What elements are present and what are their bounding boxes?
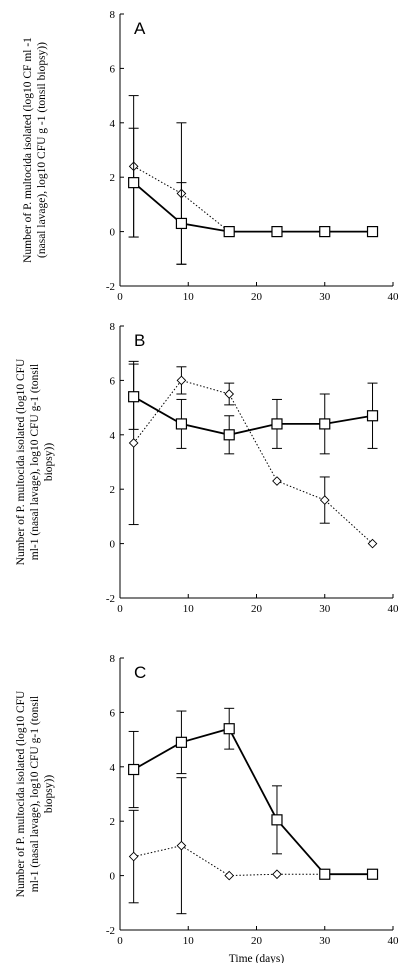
data-point-square xyxy=(319,226,331,238)
x-tick-label: 10 xyxy=(183,603,195,615)
y-tick-label: 4 xyxy=(110,430,116,442)
y-tick-label: 2 xyxy=(110,484,116,496)
y-axis-label-line: ml-1 (nasal lavage), log10 CFU g-1 (tons… xyxy=(29,364,41,560)
data-point-diamond xyxy=(128,851,139,862)
y-axis-label-line: Number of P. multocida isolated (log10 C… xyxy=(15,358,27,565)
data-point-square xyxy=(175,217,188,230)
y-axis-label-line: (nasal lavage), log10 CFU g -1 (tonsil b… xyxy=(36,42,48,258)
y-tick-label: 2 xyxy=(110,172,116,184)
y-tick-label: 6 xyxy=(110,375,116,387)
series-line xyxy=(133,165,230,232)
series-square xyxy=(128,127,379,265)
x-tick-label: 20 xyxy=(251,935,263,947)
x-tick-label: 40 xyxy=(388,291,400,303)
panel-label: A xyxy=(134,19,146,38)
x-tick-label: 30 xyxy=(319,603,331,615)
data-point-diamond xyxy=(319,495,330,505)
x-axis-label: Time (days) xyxy=(229,953,285,963)
data-point-square xyxy=(271,814,283,826)
data-point-diamond xyxy=(272,869,282,880)
data-point-square xyxy=(128,177,140,189)
x-tick-label: 30 xyxy=(319,935,331,947)
series-square xyxy=(128,707,379,880)
data-point-square xyxy=(319,868,331,880)
data-point-diamond xyxy=(224,870,235,881)
series-line xyxy=(133,845,373,877)
data-point-square xyxy=(223,226,235,238)
data-point-square xyxy=(128,763,140,776)
y-tick-label: 2 xyxy=(110,816,116,828)
x-tick-label: 20 xyxy=(251,291,263,303)
x-tick-label: 30 xyxy=(319,291,331,303)
panel-label: C xyxy=(134,663,146,682)
y-axis-label-line: biopsy)) xyxy=(43,443,55,482)
x-tick-label: 20 xyxy=(251,603,263,615)
y-axis-label-line: Number of P. multocida isolated (log10 C… xyxy=(22,37,34,263)
y-tick-label: 0 xyxy=(110,227,116,239)
y-tick-label: 6 xyxy=(110,707,116,719)
series-diamond xyxy=(128,360,378,549)
data-point-square xyxy=(271,418,283,430)
y-axis-label-line: biopsy)) xyxy=(43,775,55,814)
x-tick-label: 0 xyxy=(117,935,123,947)
data-point-square xyxy=(366,868,379,880)
x-tick-label: 40 xyxy=(388,603,400,615)
series-square xyxy=(128,363,379,455)
y-axis-label-line: ml-1 (nasal lavage), log10 CFU g-1 (tons… xyxy=(29,696,41,892)
y-tick-label: 8 xyxy=(110,653,116,665)
data-point-square xyxy=(223,429,235,441)
series-line xyxy=(133,379,373,544)
series-line xyxy=(133,181,373,233)
y-tick-label: 8 xyxy=(110,9,116,21)
x-tick-label: 0 xyxy=(117,603,123,615)
x-tick-label: 10 xyxy=(183,935,195,947)
y-tick-label: -2 xyxy=(106,281,115,293)
data-point-diamond xyxy=(176,375,187,386)
y-tick-label: 6 xyxy=(110,63,116,75)
data-point-square xyxy=(175,736,188,748)
x-tick-label: 10 xyxy=(183,291,195,303)
y-tick-label: 0 xyxy=(110,539,116,551)
data-point-square xyxy=(223,723,235,735)
data-point-square xyxy=(366,410,379,422)
data-point-diamond xyxy=(224,389,235,399)
y-tick-label: -2 xyxy=(106,925,115,937)
data-point-square xyxy=(319,418,331,430)
x-tick-label: 40 xyxy=(388,935,400,947)
series-diamond xyxy=(128,777,378,915)
data-point-diamond xyxy=(176,840,187,851)
data-point-square xyxy=(366,226,379,238)
data-point-diamond xyxy=(367,538,378,549)
panel-label: B xyxy=(134,331,145,350)
y-axis-label-line: Number of P. multocida isolated (log10 C… xyxy=(15,690,27,897)
series-line xyxy=(133,395,373,436)
y-tick-label: 4 xyxy=(110,762,116,774)
y-tick-label: 0 xyxy=(110,871,116,883)
data-point-square xyxy=(271,226,283,238)
series-line xyxy=(133,727,373,876)
y-tick-label: 4 xyxy=(110,118,116,130)
data-point-diamond xyxy=(272,476,282,486)
data-point-square xyxy=(175,418,188,430)
x-tick-label: 0 xyxy=(117,291,123,303)
y-tick-label: 8 xyxy=(110,321,116,333)
data-point-diamond xyxy=(128,438,139,448)
y-tick-label: -2 xyxy=(106,593,115,605)
data-point-square xyxy=(128,391,140,403)
